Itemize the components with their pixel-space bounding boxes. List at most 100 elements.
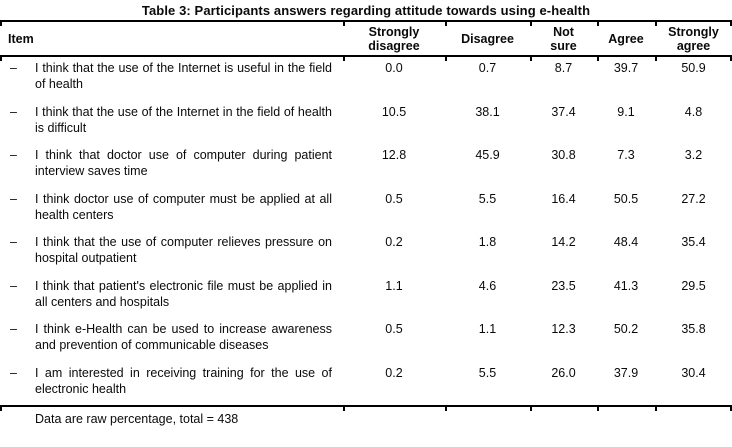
header-strongly-disagree: Strongly disagree <box>343 21 445 57</box>
value-cell: 26.0 <box>551 365 576 380</box>
column-tick <box>445 57 447 61</box>
column-tick <box>530 22 532 26</box>
column-tick <box>0 407 2 411</box>
value-cell: 0.2 <box>385 235 403 249</box>
item-statement: I think that the use of computer relieve… <box>35 235 332 265</box>
table-row: – I think e-Health can be used to increas… <box>0 318 732 362</box>
header-item: Item <box>0 21 343 57</box>
table-row: – I think that the use of the Internet in… <box>0 101 732 145</box>
value-cell: 39.7 <box>613 61 639 75</box>
column-tick <box>343 22 345 26</box>
column-tick <box>730 22 732 26</box>
value-cell: 0.5 <box>385 191 403 206</box>
item-cell: – I think that the use of the Internet in… <box>0 101 343 145</box>
item-statement: I think that doctor use of computer duri… <box>35 148 332 178</box>
value-cell: 0.0 <box>385 61 403 75</box>
value-cell: 45.9 <box>475 148 500 162</box>
header-row: Item Strongly disagree Disagree Not sure… <box>0 21 732 57</box>
value-cell: 12.3 <box>551 322 576 336</box>
value-cell: 14.2 <box>551 235 576 249</box>
value-cell: 50.9 <box>681 61 706 75</box>
column-tick <box>730 407 732 411</box>
table-body: – I think that the use of the Internet is… <box>0 56 732 406</box>
item-statement: I think that the use of the Internet is … <box>35 61 332 91</box>
bullet-dash: – <box>10 148 17 162</box>
item-statement: I am interested in receiving training fo… <box>35 365 332 396</box>
column-tick <box>730 57 732 61</box>
value-cell: 16.4 <box>551 191 576 206</box>
table-row: – I am interested in receiving training f… <box>0 362 732 407</box>
column-tick <box>655 22 657 26</box>
value-cell: 37.4 <box>551 104 576 119</box>
item-cell: – I think that the use of the Internet is… <box>0 56 343 101</box>
item-statement: I think e-Health can be used to increase… <box>35 322 332 352</box>
item-statement: I think that the use of the Internet in … <box>35 104 332 135</box>
value-cell: 0.7 <box>478 61 497 75</box>
value-cell: 37.9 <box>613 365 639 380</box>
value-cell: 23.5 <box>551 278 576 293</box>
item-cell: – I think e-Health can be used to increas… <box>0 318 343 362</box>
table-header: Item Strongly disagree Disagree Not sure… <box>0 21 732 57</box>
header-strongly-agree: Strongly agree <box>655 21 732 57</box>
value-cell: 1.1 <box>385 278 403 293</box>
value-cell: 41.3 <box>613 278 639 293</box>
value-cell: 30.8 <box>551 148 576 162</box>
value-cell: 3.2 <box>684 148 703 162</box>
bullet-dash: – <box>10 322 17 336</box>
item-statement: I think doctor use of computer must be a… <box>35 191 332 222</box>
item-cell: – I think that the use of computer reliev… <box>0 231 343 275</box>
value-cell: 10.5 <box>381 104 407 119</box>
value-cell: 35.8 <box>681 322 706 336</box>
value-cell: 5.5 <box>478 191 497 206</box>
column-tick <box>0 22 2 26</box>
value-cell: 50.5 <box>613 191 639 206</box>
value-cell: 35.4 <box>681 235 706 249</box>
attitude-table: Item Strongly disagree Disagree Not sure… <box>0 20 732 407</box>
bullet-dash: – <box>10 104 17 119</box>
column-tick <box>445 407 447 411</box>
value-cell: 1.1 <box>478 322 497 336</box>
value-cell: 1.8 <box>478 235 497 249</box>
bullet-dash: – <box>10 278 17 293</box>
table-wrap: Item Strongly disagree Disagree Not sure… <box>0 20 732 411</box>
value-cell: 12.8 <box>381 148 407 162</box>
column-tick <box>0 57 2 61</box>
value-cell: 0.2 <box>385 365 403 380</box>
bullet-dash: – <box>10 365 17 380</box>
column-tick <box>597 22 599 26</box>
column-tick <box>530 407 532 411</box>
value-cell: 0.5 <box>385 322 403 336</box>
header-disagree: Disagree <box>445 21 530 57</box>
item-statement: I think that patient's electronic file m… <box>35 278 332 309</box>
item-cell: – I think that patient's electronic file … <box>0 275 343 319</box>
table-caption: Table 3: Participants answers regarding … <box>141 3 591 18</box>
column-tick <box>343 407 345 411</box>
bullet-dash: – <box>10 61 17 75</box>
value-cell: 5.5 <box>478 365 497 380</box>
value-cell: 9.1 <box>617 104 635 119</box>
value-cell: 27.2 <box>681 191 706 206</box>
table-row: – I think that the use of the Internet is… <box>0 56 732 101</box>
value-cell: 4.8 <box>684 104 703 119</box>
column-tick <box>445 22 447 26</box>
header-not-sure: Not sure <box>530 21 597 57</box>
value-cell: 4.6 <box>478 278 497 293</box>
value-cell: 48.4 <box>613 235 639 249</box>
item-cell: – I am interested in receiving training f… <box>0 362 343 407</box>
item-cell: – I think doctor use of computer must be … <box>0 188 343 232</box>
value-cell: 8.7 <box>554 61 573 75</box>
item-cell: – I think that doctor use of computer dur… <box>0 144 343 188</box>
table-row: – I think that the use of computer reliev… <box>0 231 732 275</box>
bullet-dash: – <box>10 235 17 249</box>
table-footnote: Data are raw percentage, total = 438 <box>35 412 239 426</box>
column-tick <box>597 407 599 411</box>
table-row: – I think that doctor use of computer dur… <box>0 144 732 188</box>
table-row: – I think doctor use of computer must be … <box>0 188 732 232</box>
column-tick <box>530 57 532 61</box>
table-row: – I think that patient's electronic file … <box>0 275 732 319</box>
column-tick <box>655 57 657 61</box>
value-cell: 29.5 <box>681 278 706 293</box>
value-cell: 50.2 <box>613 322 639 336</box>
value-cell: 38.1 <box>475 104 500 119</box>
